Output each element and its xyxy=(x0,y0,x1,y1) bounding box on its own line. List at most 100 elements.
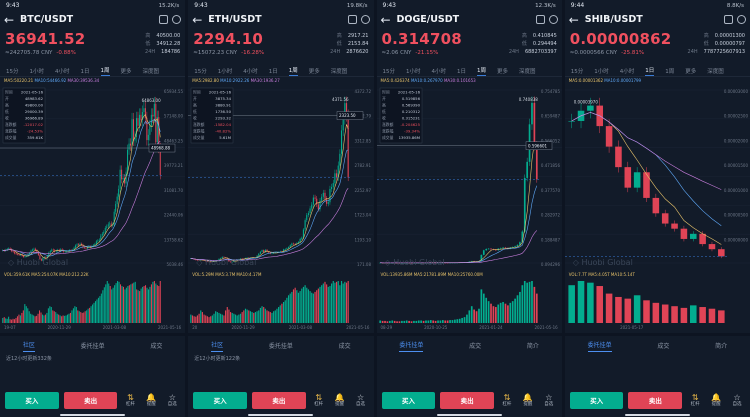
network-speed: 8.8K/s xyxy=(726,2,744,9)
stat-row: 24H 6882703397 xyxy=(509,48,557,56)
volume-chart xyxy=(565,278,750,325)
volume-bar xyxy=(516,295,518,323)
timeframe-tab[interactable]: 1小时 xyxy=(594,68,609,75)
section-tab[interactable]: 委托挂单 xyxy=(399,340,424,352)
section-tab[interactable]: 委托挂单 xyxy=(587,340,612,352)
volume-bar xyxy=(39,310,41,323)
timeframe-tab[interactable]: 深度图 xyxy=(707,68,724,75)
buy-button[interactable]: 买入 xyxy=(193,391,247,409)
bell-button[interactable]: 🔔 提醒 xyxy=(520,393,536,408)
section-tab[interactable]: 成交 xyxy=(657,343,670,350)
timeframe-tab[interactable]: 1周 xyxy=(288,67,298,76)
timeframe-tab[interactable]: 更多 xyxy=(497,68,509,75)
section-tab[interactable]: 成交 xyxy=(469,343,482,350)
volume-bar xyxy=(106,281,108,323)
share-icon[interactable] xyxy=(737,15,746,24)
buy-button[interactable]: 买入 xyxy=(381,391,436,409)
star-button[interactable]: ☆ 自选 xyxy=(164,393,180,408)
axis-tick-label: 0.282972 xyxy=(540,213,560,218)
leverage-button[interactable]: ⇅ 杠杆 xyxy=(122,393,138,408)
timeframe-tab[interactable]: 4小时 xyxy=(431,68,447,75)
buy-button[interactable]: 买入 xyxy=(569,391,624,409)
share-icon[interactable] xyxy=(360,15,370,24)
back-arrow-icon[interactable]: ← xyxy=(568,12,579,27)
timeframe-tab[interactable]: 深度图 xyxy=(519,68,536,75)
sell-button[interactable]: 卖出 xyxy=(440,391,494,409)
back-arrow-icon[interactable]: ← xyxy=(4,12,15,27)
date-label: 2021-05-16 xyxy=(534,325,558,330)
back-arrow-icon[interactable]: ← xyxy=(192,12,203,27)
timeframe-tab[interactable]: 15分 xyxy=(382,68,396,75)
bell-button[interactable]: 🔔 提醒 xyxy=(708,393,724,408)
timeframe-tab[interactable]: 4小时 xyxy=(243,68,258,75)
candle-chart[interactable]: 0.754785 0.659487 0.566052 0.471856 0.377570… xyxy=(376,84,562,271)
timeframe-tab[interactable]: 更多 xyxy=(685,68,697,75)
candle-chart[interactable]: 65934.55 57148.00 48463.25 39773.21 31081.70… xyxy=(0,84,185,271)
back-arrow-icon[interactable]: ← xyxy=(380,12,391,27)
section-tab[interactable]: 委托挂单 xyxy=(80,343,105,350)
timeframe-tab[interactable]: 1日 xyxy=(457,68,466,75)
section-tab[interactable]: 成交 xyxy=(150,343,163,350)
star-button[interactable]: ☆ 自选 xyxy=(729,393,745,408)
pair-title[interactable]: DOGE/USDT xyxy=(396,14,460,25)
timeframe-tab[interactable]: 15分 xyxy=(570,68,584,75)
candle-body xyxy=(489,248,492,250)
section-tab[interactable]: 简介 xyxy=(526,343,539,350)
leverage-button[interactable]: ⇅ 杠杆 xyxy=(499,393,515,408)
star-button[interactable]: ☆ 自选 xyxy=(541,393,557,408)
timeframe-tab[interactable]: 4小时 xyxy=(55,68,70,75)
timeframe-tab[interactable]: 4小时 xyxy=(619,68,635,75)
date-label: 2021-01-24 xyxy=(479,325,503,330)
share-icon[interactable] xyxy=(172,15,182,24)
candle-chart[interactable]: 0.00003000 0.00002500 0.00002000 0.00001500… xyxy=(564,84,750,271)
volume-bar xyxy=(145,285,147,323)
volume-bar xyxy=(231,312,234,323)
buy-button[interactable]: 买入 xyxy=(5,391,59,409)
timeframe-tab[interactable]: 1小时 xyxy=(217,68,233,75)
bell-button[interactable]: 🔔 提醒 xyxy=(332,393,348,408)
icon-label: 自选 xyxy=(732,401,742,407)
timeframe-tab[interactable]: 1小时 xyxy=(406,68,421,75)
timeframe-tab[interactable]: 1小时 xyxy=(29,68,45,75)
bell-button[interactable]: 🔔 提醒 xyxy=(143,393,159,408)
timeframe-tab[interactable]: 更多 xyxy=(120,68,132,75)
pair-title[interactable]: BTC/USDT xyxy=(20,14,74,25)
timeframe-tab[interactable]: 1日 xyxy=(268,68,278,75)
candle-body xyxy=(152,114,154,117)
axis-tick-label: 1723.04 xyxy=(355,213,372,218)
sell-button[interactable]: 卖出 xyxy=(251,391,306,409)
timeframe-tab[interactable]: 1周 xyxy=(477,67,486,76)
fullscreen-icon[interactable] xyxy=(347,15,357,24)
timeframe-tab[interactable]: 1周 xyxy=(665,68,675,75)
timeframe-tab[interactable]: 15分 xyxy=(6,68,19,75)
section-tab[interactable]: 社区 xyxy=(211,340,224,352)
fullscreen-icon[interactable] xyxy=(159,15,169,24)
candle-chart[interactable]: 4372.723842.793312.852782.912252.971723.… xyxy=(188,84,374,271)
date-label: 19-07 xyxy=(4,325,16,330)
timeframe-tab[interactable]: 1日 xyxy=(80,68,90,75)
star-button[interactable]: ☆ 自选 xyxy=(353,393,369,408)
timeframe-tab[interactable]: 深度图 xyxy=(142,68,160,75)
candle-body xyxy=(95,241,97,245)
section-tab[interactable]: 委托挂单 xyxy=(268,343,293,350)
leverage-button[interactable]: ⇅ 杠杆 xyxy=(311,393,327,408)
timeframe-tab[interactable]: 更多 xyxy=(308,68,320,75)
timeframe-tab[interactable]: 15分 xyxy=(194,68,207,75)
pair-title[interactable]: SHIB/USDT xyxy=(584,14,643,25)
section-tab[interactable]: 简介 xyxy=(715,343,728,350)
timeframe-tab[interactable]: 深度图 xyxy=(330,68,348,75)
candle-body xyxy=(147,134,149,141)
fullscreen-icon[interactable] xyxy=(535,15,545,24)
date-axis: 08-29 2020-10-25 2021-01-24 2021-05-16 xyxy=(377,325,562,333)
section-tab[interactable]: 社区 xyxy=(22,340,35,352)
timeframe-tab[interactable]: 1日 xyxy=(645,67,655,76)
candle-body xyxy=(271,253,273,254)
fullscreen-icon[interactable] xyxy=(724,15,733,24)
section-tab[interactable]: 成交 xyxy=(338,343,351,350)
timeframe-tab[interactable]: 1周 xyxy=(100,67,110,76)
pair-title[interactable]: ETH/USDT xyxy=(208,14,262,25)
leverage-button[interactable]: ⇅ 杠杆 xyxy=(687,393,703,408)
sell-button[interactable]: 卖出 xyxy=(628,391,683,409)
sell-button[interactable]: 卖出 xyxy=(63,391,118,409)
share-icon[interactable] xyxy=(548,15,558,24)
